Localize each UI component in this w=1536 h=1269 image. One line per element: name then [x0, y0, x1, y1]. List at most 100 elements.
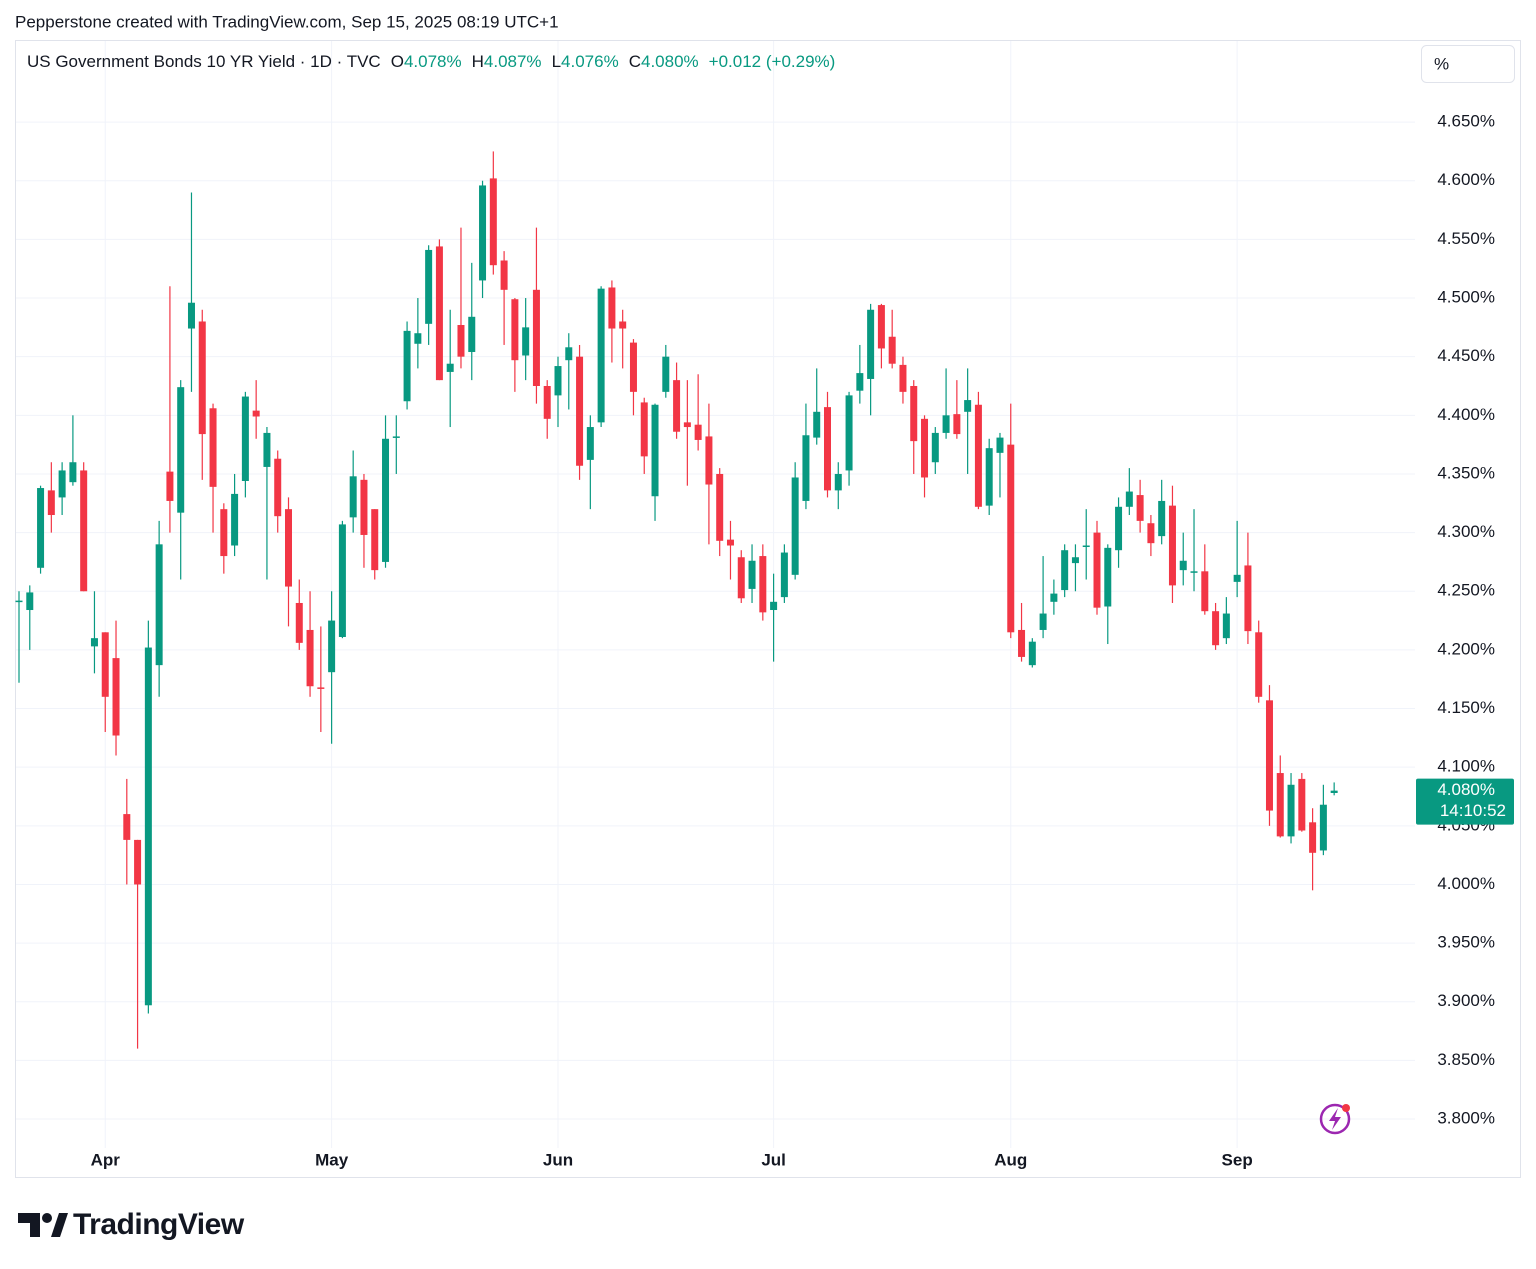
- candle-body: [446, 363, 454, 372]
- x-tick-label: Jul: [761, 1150, 786, 1169]
- ohlc-key: L: [552, 52, 561, 71]
- candle-body: [662, 356, 670, 392]
- candle-body: [1179, 560, 1187, 571]
- candle-body: [845, 395, 853, 471]
- y-tick-label: 3.950%: [1437, 933, 1495, 952]
- candle-body: [619, 321, 627, 329]
- candle-body: [1050, 593, 1058, 602]
- candle-body: [726, 539, 734, 546]
- candle-body: [489, 178, 497, 266]
- candle-body: [640, 402, 648, 457]
- candle-body: [338, 524, 346, 637]
- ohlc-value: 4.087%: [484, 52, 542, 71]
- candle-body: [683, 422, 691, 428]
- candle-body: [543, 385, 551, 419]
- candle-body: [974, 404, 982, 507]
- candle-body: [231, 493, 239, 546]
- candle-body: [134, 839, 142, 885]
- candle-body: [47, 490, 55, 516]
- candle-body: [392, 436, 400, 438]
- ohlc-value: 4.080%: [641, 52, 699, 71]
- ohlc-key: C: [629, 52, 641, 71]
- candle-body: [198, 321, 206, 435]
- candle-body: [274, 458, 282, 517]
- x-tick-label: Sep: [1222, 1150, 1253, 1169]
- candle-body: [371, 509, 379, 571]
- candle-body: [1039, 613, 1047, 630]
- candle-body: [532, 289, 540, 386]
- candle-body: [953, 414, 961, 435]
- y-tick-label: 4.550%: [1437, 229, 1495, 248]
- y-tick-label: 4.100%: [1437, 757, 1495, 776]
- candle-body: [705, 436, 713, 485]
- candle-body: [964, 400, 972, 412]
- candle-body: [123, 814, 131, 840]
- candle-body: [522, 327, 530, 356]
- candle-body: [1201, 571, 1209, 612]
- ohlc-key: O: [391, 52, 404, 71]
- candle-body: [554, 366, 562, 396]
- watermark: Pepperstone created with TradingView.com…: [15, 12, 559, 31]
- candle-body: [1287, 784, 1295, 837]
- candle-body: [651, 404, 659, 497]
- candle-body: [295, 602, 303, 643]
- candle-body: [285, 509, 292, 587]
- candle-body: [1125, 491, 1133, 507]
- unit-label[interactable]: %: [1434, 54, 1449, 73]
- candle-body: [824, 407, 831, 491]
- logo-shape: [18, 1213, 40, 1237]
- candle-body: [1018, 629, 1026, 657]
- candle-body: [144, 647, 152, 1006]
- candle-body: [1309, 822, 1317, 853]
- ohlc-value: 4.078%: [404, 52, 462, 71]
- candle-body: [791, 477, 799, 575]
- candle-body: [511, 299, 519, 361]
- candle-body: [263, 432, 271, 467]
- logo-slash: [51, 1213, 68, 1237]
- y-tick-label: 4.400%: [1437, 405, 1495, 424]
- ohlc-value: 4.076%: [561, 52, 619, 71]
- y-tick-label: 3.900%: [1437, 991, 1495, 1010]
- candle-body: [1147, 523, 1155, 544]
- y-tick-label: 3.800%: [1437, 1109, 1495, 1128]
- x-tick-label: Jun: [543, 1150, 573, 1169]
- candle-body: [177, 387, 185, 513]
- candle-body: [328, 620, 336, 673]
- candle-body: [1244, 565, 1252, 632]
- candle-body: [1136, 495, 1144, 521]
- candle-body: [425, 249, 433, 324]
- symbol: US Government Bonds 10 YR Yield · 1D · T…: [27, 52, 381, 71]
- candle-body: [673, 380, 681, 432]
- candle-body: [360, 479, 368, 535]
- lightning-icon[interactable]: [1319, 1103, 1351, 1135]
- candle-body: [737, 557, 745, 599]
- countdown-label: 14:10:52: [1440, 801, 1506, 820]
- candle-body: [586, 427, 594, 460]
- candle-body: [403, 330, 411, 402]
- candle-body: [1028, 641, 1036, 666]
- unit-button[interactable]: [1421, 45, 1515, 83]
- candle-body: [252, 410, 260, 417]
- candle-body: [770, 601, 778, 611]
- candle-body: [1061, 550, 1069, 591]
- candle-body: [220, 509, 228, 557]
- brand-name: TradingView: [73, 1208, 245, 1241]
- candle-body: [382, 438, 390, 562]
- y-tick-label: 4.200%: [1437, 639, 1495, 658]
- candle-body: [37, 488, 45, 568]
- candle-body: [241, 396, 249, 481]
- candle-body: [867, 309, 875, 379]
- candle-body: [716, 473, 724, 541]
- y-tick-label: 4.450%: [1437, 346, 1495, 365]
- candle-body: [877, 305, 885, 349]
- candle-body: [435, 246, 443, 381]
- icon-dot: [1342, 1104, 1350, 1112]
- candle-body: [802, 435, 810, 501]
- candle-body: [910, 385, 918, 442]
- y-tick-label: 3.850%: [1437, 1050, 1495, 1069]
- candle-body: [597, 288, 605, 423]
- last-price-label: 4.080%: [1437, 780, 1495, 799]
- candle-body: [166, 471, 174, 501]
